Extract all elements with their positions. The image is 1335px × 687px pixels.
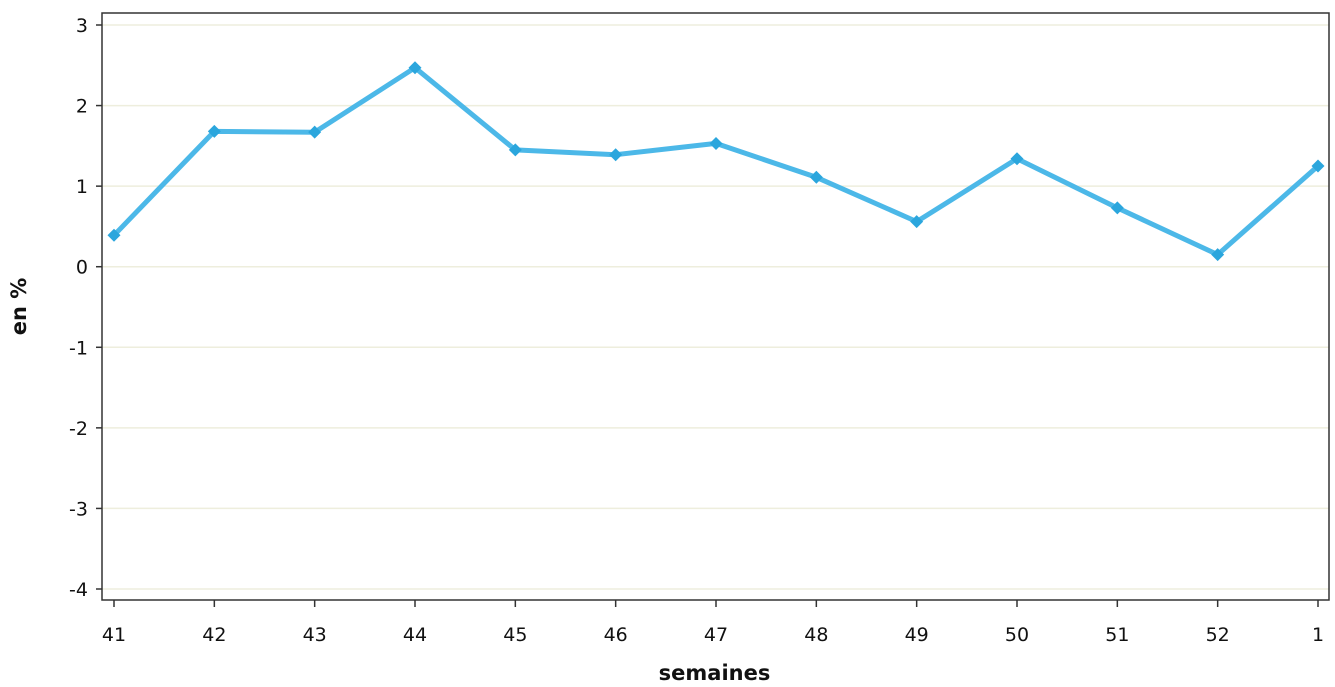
y-tick-label: -3: [69, 498, 88, 520]
x-tick-label: 47: [704, 624, 728, 646]
y-tick-label: 2: [76, 96, 88, 118]
y-tick-label: 3: [76, 15, 88, 37]
x-tick-label: 41: [102, 624, 126, 646]
y-tick-label: -1: [69, 337, 88, 359]
data-point-marker: [1311, 159, 1325, 173]
x-tick-label: 44: [403, 624, 427, 646]
data-point-marker: [910, 215, 924, 229]
y-tick-label: -2: [69, 418, 88, 440]
x-tick-label: 42: [202, 624, 226, 646]
x-tick-label: 51: [1105, 624, 1129, 646]
x-tick-label: 45: [503, 624, 527, 646]
data-point-marker: [508, 143, 522, 157]
x-axis-title: semaines: [659, 661, 771, 685]
data-point-marker: [609, 148, 623, 162]
data-point-marker: [408, 61, 422, 75]
x-tick-label: 1: [1312, 624, 1324, 646]
x-tick-label: 49: [905, 624, 929, 646]
data-point-marker: [107, 228, 121, 242]
data-point-marker: [1110, 201, 1124, 215]
y-axis-title: en %: [7, 278, 31, 336]
x-tick-label: 43: [303, 624, 327, 646]
series-layer: [107, 61, 1325, 262]
data-point-marker: [1211, 248, 1225, 262]
y-tick-label: -4: [69, 579, 88, 601]
x-tick-label: 50: [1005, 624, 1029, 646]
x-tick-label: 48: [804, 624, 828, 646]
x-tick-label: 46: [604, 624, 628, 646]
data-point-marker: [308, 125, 322, 139]
data-point-marker: [809, 170, 823, 184]
plot-frame: [101, 12, 1330, 601]
y-tick-label: 1: [76, 176, 88, 198]
data-point-marker: [1010, 152, 1024, 166]
gridlines: [102, 24, 1329, 590]
series-line: [111, 65, 1321, 258]
data-point-marker: [709, 136, 723, 150]
y-tick-label: 0: [76, 257, 88, 279]
x-tick-label: 52: [1206, 624, 1230, 646]
axes: [96, 12, 1330, 607]
data-point-marker: [207, 124, 221, 138]
tick-labels: -4 -3 -2 -1 0 1 2 3 41 42 43 44 45 46 47 48 49 50 51 52 1: [69, 15, 1324, 646]
